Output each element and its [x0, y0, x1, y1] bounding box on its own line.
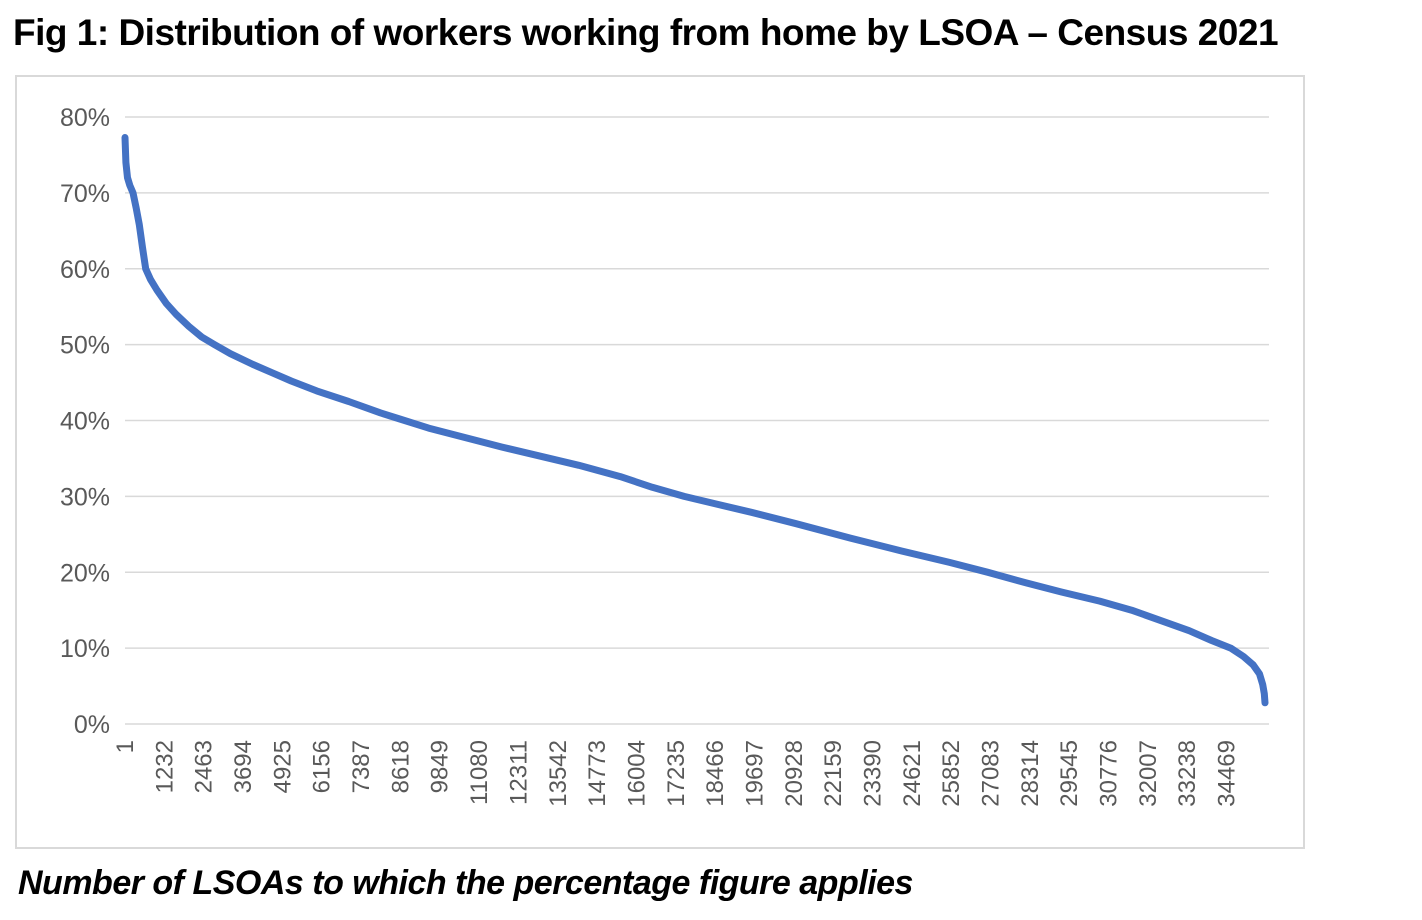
x-tick-label: 12311: [505, 740, 532, 805]
wfh-distribution-line: [121, 134, 1269, 707]
x-tick-label: 13542: [545, 740, 572, 807]
x-tick-label: 16004: [623, 740, 650, 807]
y-tick-label: 10%: [60, 635, 110, 663]
x-tick-label: 8618: [387, 740, 414, 793]
x-axis-caption: Number of LSOAs to which the percentage …: [18, 864, 913, 902]
x-tick-label: 20928: [781, 740, 808, 807]
x-tick-label: 18466: [702, 740, 729, 807]
x-tick-label: 29545: [1056, 740, 1083, 807]
x-tick-label: 11080: [466, 740, 493, 805]
y-tick-label: 20%: [60, 559, 110, 587]
y-tick-label: 80%: [60, 104, 110, 132]
x-tick-label: 34469: [1214, 740, 1241, 807]
y-tick-label: 50%: [60, 332, 110, 360]
x-tick-label: 19697: [741, 740, 768, 807]
x-tick-label: 9849: [427, 740, 454, 793]
x-tick-label: 32007: [1135, 740, 1162, 807]
x-tick-label: 27083: [978, 740, 1005, 807]
y-tick-label: 40%: [60, 408, 110, 436]
x-tick-label: 28314: [1017, 740, 1044, 807]
line-chart-plot-area: 0% 10% 20% 30% 40% 50% 60% 70% 80% 1 1232 2463 3694 4…: [60, 104, 1269, 807]
y-tick-label: 70%: [60, 180, 110, 208]
x-tick-label: 33238: [1174, 740, 1201, 807]
x-tick-label: 22159: [820, 740, 847, 807]
x-tick-label: 1232: [151, 740, 178, 793]
chart-frame: 0% 10% 20% 30% 40% 50% 60% 70% 80% 1 1232 2463 3694 4…: [15, 75, 1305, 849]
x-tick-label: 25852: [938, 740, 965, 807]
figure-title: Fig 1: Distribution of workers working f…: [13, 12, 1279, 53]
y-tick-label: 0%: [74, 711, 110, 739]
x-tick-label: 7387: [348, 740, 375, 793]
x-tick-label: 3694: [230, 740, 257, 793]
x-tick-label: 2463: [191, 740, 218, 793]
x-tick-label: 24621: [899, 740, 926, 807]
x-tick-label: 17235: [663, 740, 690, 807]
x-tick-label: 30776: [1096, 740, 1123, 807]
x-tick-label: 23390: [859, 740, 886, 807]
y-tick-label: 30%: [60, 483, 110, 511]
x-tick-label: 6156: [309, 740, 336, 793]
x-tick-label: 4925: [269, 740, 296, 793]
x-tick-label: 14773: [584, 740, 611, 807]
x-tick-label: 1: [112, 740, 139, 753]
y-tick-label: 60%: [60, 256, 110, 284]
